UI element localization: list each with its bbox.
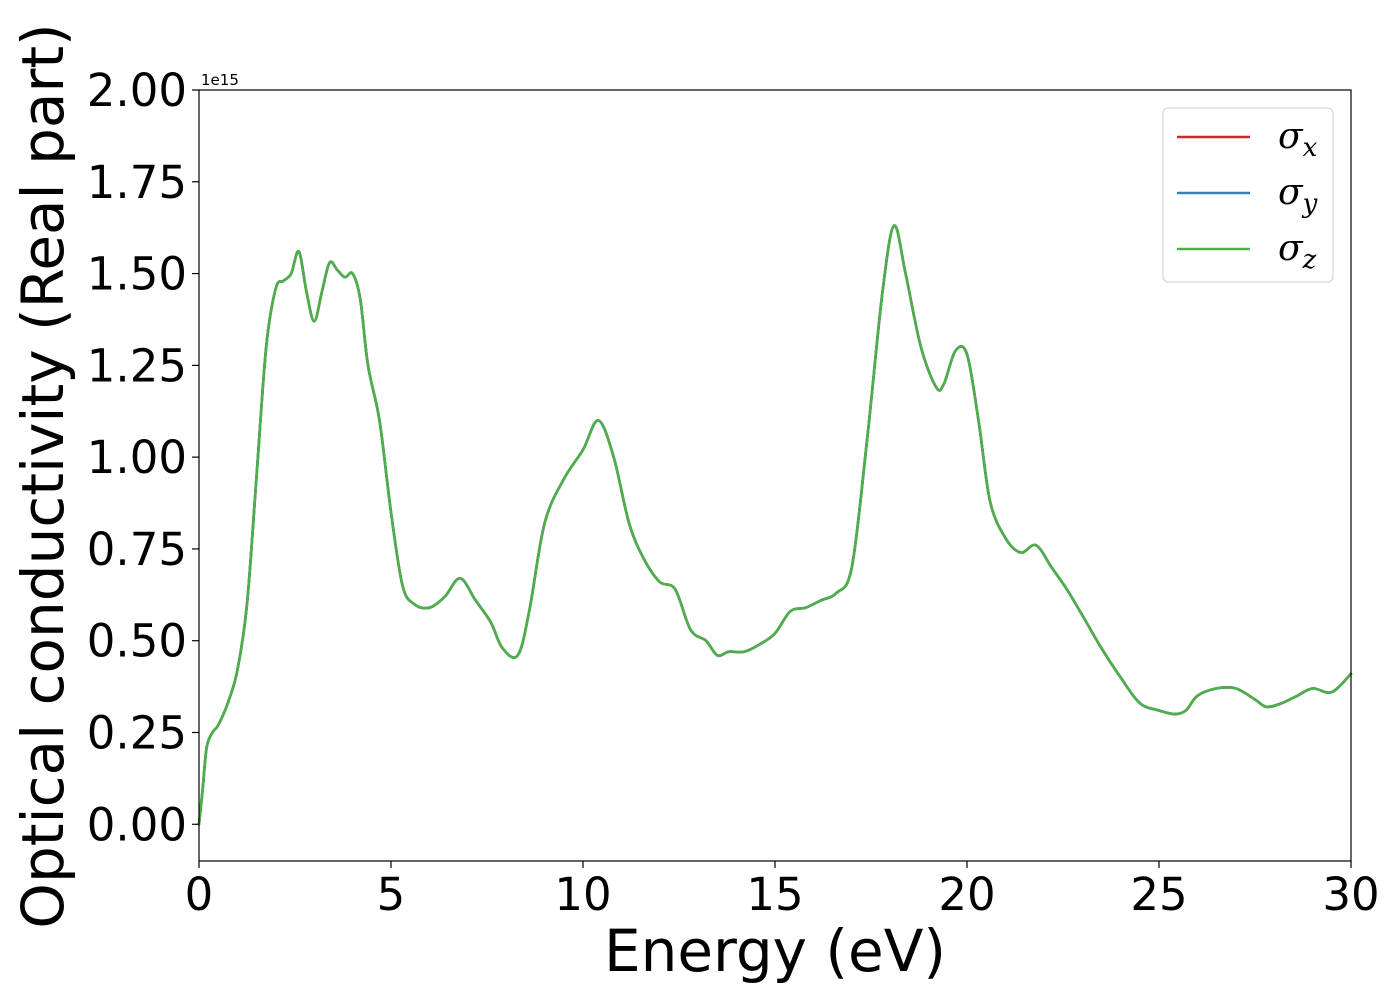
y-tick-label: 1.00 [87,431,187,484]
y-tick-label: 1.25 [87,339,187,392]
legend-label-x: σx [1278,116,1318,163]
y-axis-title: Optical conductivity (Real part) [9,23,77,928]
y-offset-text: 1e15 [201,71,239,89]
y-axis: 0.00 0.25 0.50 0.75 1.00 1.25 1.50 1.75 2.00 [87,64,199,851]
legend: σx σy σz [1162,107,1334,283]
y-tick-label: 2.00 [87,64,187,117]
x-tick-label: 15 [746,868,803,921]
x-axis-title: Energy (eV) [604,917,946,985]
x-tick-label: 25 [1130,868,1187,921]
y-tick-label: 1.50 [87,248,187,301]
series-line-z [197,224,1353,826]
y-tick-label: 0.50 [87,615,187,668]
x-tick-label: 5 [377,868,406,921]
legend-label-y: σy [1278,172,1318,219]
legend-frame [1162,107,1334,283]
legend-label-z: σz [1278,228,1317,275]
x-tick-label: 0 [185,868,214,921]
y-tick-label: 0.00 [87,798,187,851]
x-tick-label: 20 [938,868,995,921]
x-axis: 0 5 10 15 20 25 30 [185,861,1380,921]
x-tick-label: 10 [554,868,611,921]
plot-lines [197,224,1353,826]
x-tick-label: 30 [1322,868,1379,921]
y-tick-label: 1.75 [87,156,187,209]
y-tick-label: 0.25 [87,707,187,760]
y-tick-label: 0.75 [87,523,187,576]
